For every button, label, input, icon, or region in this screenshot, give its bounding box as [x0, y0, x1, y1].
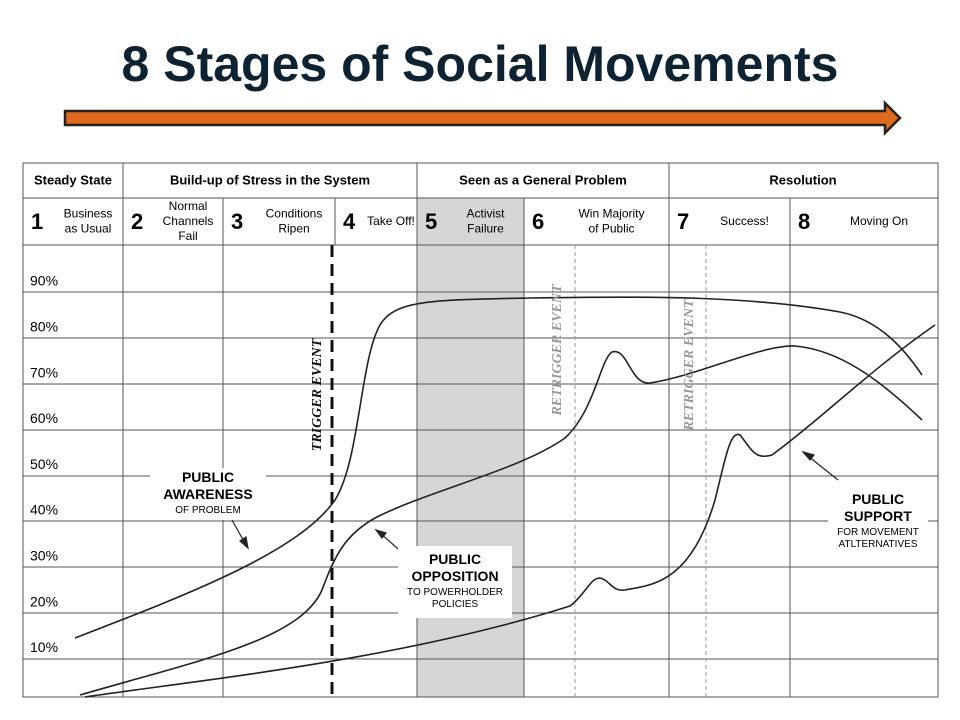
label-bg: [828, 488, 928, 556]
stage-number: 7: [677, 209, 689, 234]
phase: Seen as a General Problem: [459, 172, 627, 187]
annotation-title: PUBLIC SUPPORT: [844, 491, 912, 524]
annotation-subtitle: FOR MOVEMENT ATLTERNATIVES: [837, 527, 919, 550]
stage-number: 1: [31, 209, 43, 234]
shade: [417, 198, 524, 697]
event-label: RETRIGGER EVENT: [550, 283, 565, 417]
y-label: 70%: [30, 364, 58, 380]
y-label: 40%: [30, 502, 58, 518]
stage-number: 2: [131, 209, 143, 234]
annotation-subtitle: TO POWERHOLDER POLICIES: [407, 587, 503, 610]
arrow: [63, 99, 902, 137]
y-label: 30%: [30, 548, 58, 564]
y-label: 50%: [30, 456, 58, 472]
y-label: 20%: [30, 593, 58, 609]
stage-label: Business as Usual: [64, 207, 113, 236]
title: 8 Stages of Social Movements: [122, 36, 839, 92]
stage-label: Win Majority of Public: [578, 207, 644, 236]
y-label: 90%: [30, 273, 58, 289]
grid: [22, 162, 939, 698]
phase: Steady State: [34, 172, 112, 187]
stage-number: 5: [425, 209, 437, 234]
event-label: RETRIGGER EVENT: [682, 298, 697, 432]
stage-label: Take Off!: [367, 214, 415, 228]
phase: Resolution: [769, 172, 836, 187]
stage-number: 4: [343, 209, 356, 234]
y-label: 80%: [30, 319, 58, 335]
y-label: 60%: [30, 410, 58, 426]
stage-label: Success!: [720, 214, 769, 228]
label-bg: [150, 468, 266, 520]
label-bg: [398, 546, 512, 618]
stage-label: Normal Channels Fail: [163, 199, 214, 243]
stage-label: Moving On: [850, 214, 908, 228]
annotation-subtitle: OF PROBLEM: [175, 505, 241, 516]
event-label: TRIGGER EVENT: [310, 337, 325, 451]
stage-label: Conditions Ripen: [266, 207, 323, 236]
annotation-title: PUBLIC OPPOSITION: [411, 551, 498, 584]
curves: [74, 296, 936, 698]
stage-number: 8: [798, 209, 810, 234]
annotation-title: PUBLIC AWARENESS: [163, 469, 252, 502]
stage-label: Activist Failure: [466, 207, 505, 236]
stage-number: 3: [231, 209, 243, 234]
stage-number: 6: [532, 209, 544, 234]
y-label: 10%: [30, 639, 58, 655]
pointers: [231, 450, 839, 556]
phase: Build-up of Stress in the System: [170, 172, 370, 187]
